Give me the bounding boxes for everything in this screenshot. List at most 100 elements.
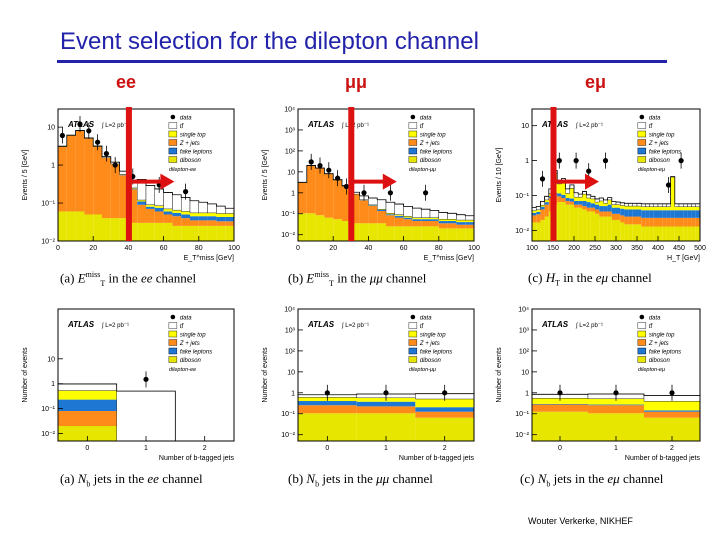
bar-fakeleptons xyxy=(637,209,642,217)
bar-zjets xyxy=(146,208,155,223)
y-tick-label: 10 xyxy=(287,169,295,176)
x-axis-label: E_T^miss [GeV] xyxy=(424,255,474,262)
x-tick-label: 40 xyxy=(365,245,373,252)
bar-tt xyxy=(657,203,663,207)
data-point xyxy=(326,167,332,173)
legend-label: fake leptons xyxy=(420,150,452,156)
caption-c-nb: (c) Nb jets in the eμ channel xyxy=(520,471,664,489)
bar-tt xyxy=(632,203,638,207)
bar-zjets xyxy=(607,211,612,217)
bar-singletop xyxy=(645,206,650,211)
bar-zjets xyxy=(645,217,650,227)
bar-zjets xyxy=(66,135,76,212)
bar-tt xyxy=(207,203,217,214)
data-point xyxy=(308,159,314,165)
bar-tt xyxy=(438,212,448,220)
bar-singletop xyxy=(557,183,562,194)
y-tick-label: 10⁻¹ xyxy=(41,406,55,413)
legend-swatch xyxy=(408,139,418,146)
bar-fakeleptons xyxy=(578,200,583,205)
bar-diboson xyxy=(586,211,591,241)
bar-diboson xyxy=(649,226,654,241)
bar-fakeleptons xyxy=(644,410,700,412)
legend-label: diboson xyxy=(180,158,202,164)
bar-zjets xyxy=(154,211,164,223)
bar-diboson xyxy=(172,225,182,241)
legend-swatch xyxy=(168,356,178,363)
data-point xyxy=(335,175,341,181)
bar-diboson xyxy=(532,222,537,241)
bar-singletop xyxy=(447,219,457,222)
bar-tt xyxy=(611,201,617,205)
legend-swatch xyxy=(637,339,647,346)
bar-tt xyxy=(640,203,646,207)
bar-fakeleptons xyxy=(128,188,138,190)
bar-singletop xyxy=(590,198,595,204)
bar-zjets xyxy=(394,217,404,227)
bar-diboson xyxy=(216,225,226,241)
bar-fakeleptons xyxy=(595,204,600,210)
bar-zjets xyxy=(649,217,654,227)
bar-diboson xyxy=(75,211,85,241)
legend-label: diboson xyxy=(649,358,671,364)
y-tick-label: 10⁻¹ xyxy=(515,411,529,418)
bar-fakeleptons xyxy=(645,210,650,218)
bar-tt xyxy=(464,215,475,221)
bar-diboson xyxy=(645,226,650,241)
bar-fakeleptons xyxy=(403,217,413,220)
legend-label: fake leptons xyxy=(180,150,212,156)
legend-label: diboson xyxy=(180,358,202,364)
bar-singletop xyxy=(616,204,621,208)
bar-fakeleptons xyxy=(603,206,608,212)
atlas-label: ATLAS xyxy=(307,120,335,129)
bar-zjets xyxy=(403,219,413,227)
legend-swatch xyxy=(168,322,178,329)
bar-singletop xyxy=(544,199,549,203)
y-tick-label: 10⁻² xyxy=(515,228,529,235)
bar-diboson xyxy=(582,209,587,241)
bar-diboson xyxy=(58,426,117,441)
bar-fakeleptons xyxy=(590,203,595,208)
bar-fakeleptons xyxy=(687,210,692,218)
bar-tt xyxy=(687,203,692,207)
data-point xyxy=(539,176,546,182)
bar-singletop xyxy=(653,206,658,211)
bar-fakeleptons xyxy=(430,219,439,222)
bar-singletop xyxy=(687,206,692,211)
x-tick-label: 1 xyxy=(384,445,388,452)
x-tick-label: 350 xyxy=(631,245,643,252)
legend-label: tt̄ xyxy=(420,123,424,130)
data-point xyxy=(59,132,65,139)
legend-label: single top xyxy=(180,133,206,139)
bar-zjets xyxy=(225,221,234,226)
chart-svg: 0 1 2 10⁻² 10⁻¹ 1 10 10² 10³ 10⁴ Number of b-tagge… xyxy=(262,307,475,462)
bar-zjets xyxy=(58,411,117,427)
legend-swatch xyxy=(408,156,418,163)
bar-fakeleptons xyxy=(298,401,357,406)
bar-zjets xyxy=(456,224,466,229)
legend-label: Z + jets xyxy=(179,341,200,347)
legend-swatch xyxy=(408,322,418,329)
bar-diboson xyxy=(557,202,562,241)
bar-zjets xyxy=(586,207,591,212)
legend-swatch xyxy=(408,347,418,355)
x-tick-label: 2 xyxy=(203,445,207,452)
data-point xyxy=(143,376,149,382)
bar-diboson xyxy=(644,417,700,441)
legend-label: diboson xyxy=(420,158,442,164)
bar-fakeleptons xyxy=(611,207,616,214)
chart-svg: 0 20 40 60 80 100 10⁻² 10⁻¹ 1 10 10² 10³ 10⁴ E_T^miss… xyxy=(262,107,480,263)
bar-fakeleptons xyxy=(666,210,671,218)
data-point xyxy=(556,158,562,164)
legend-swatch xyxy=(168,330,178,338)
bar-singletop xyxy=(190,212,199,217)
bar-zjets xyxy=(216,221,226,226)
bar-fakeleptons xyxy=(377,209,386,212)
bar-tt xyxy=(189,200,200,214)
bar-diboson xyxy=(84,214,94,241)
bar-tt xyxy=(628,203,634,207)
legend-marker-data xyxy=(639,314,645,320)
bar-diboson xyxy=(421,226,430,241)
x-axis-label: Number of b-tagged jets xyxy=(399,455,475,462)
bar-diboson xyxy=(403,226,413,241)
